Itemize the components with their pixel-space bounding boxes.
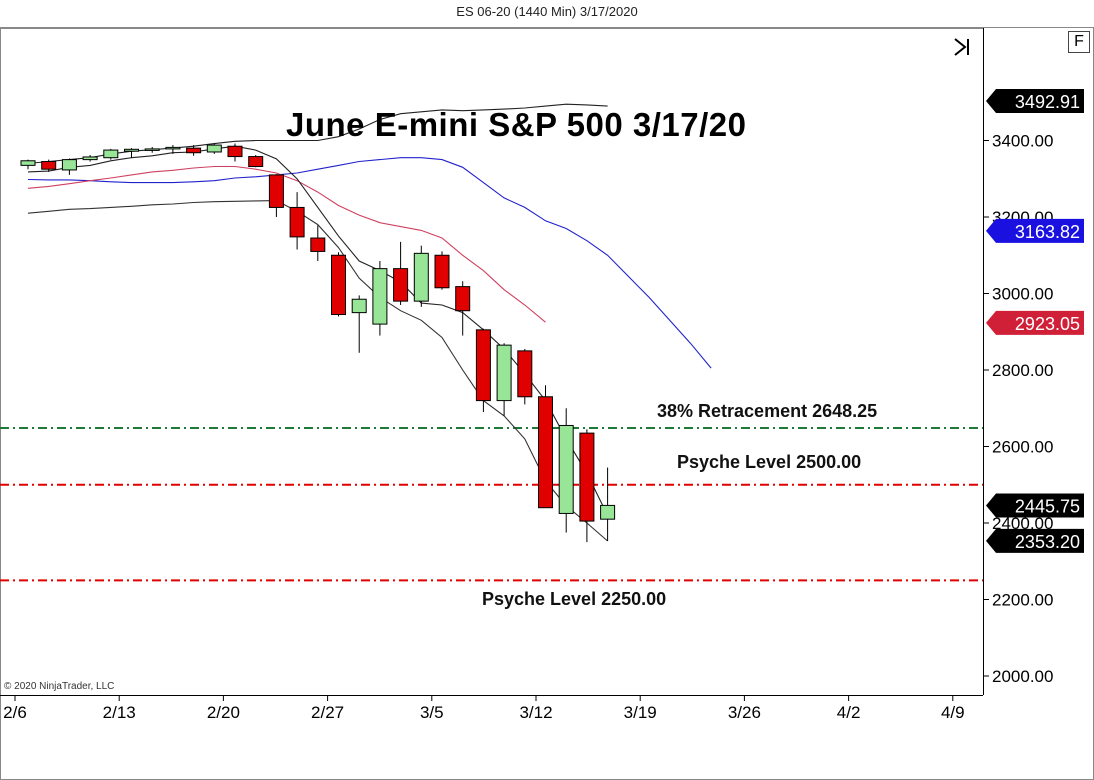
candle-body bbox=[20, 160, 36, 166]
price-tag bbox=[986, 89, 1084, 113]
x-tick-label: 4/9 bbox=[941, 703, 965, 722]
price-tag-label: 3163.82 bbox=[1015, 222, 1080, 242]
candle-body bbox=[455, 286, 471, 312]
series-line-blue bbox=[27, 157, 712, 369]
candle-body bbox=[579, 432, 595, 522]
psyche-2250-label: Psyche Level 2250.00 bbox=[482, 589, 667, 609]
y-tick-label: 3400.00 bbox=[992, 132, 1053, 151]
copyright-text: © 2020 NinjaTrader, LLC bbox=[4, 681, 115, 692]
y-tick-label: 3000.00 bbox=[992, 285, 1053, 304]
price-tag-label: 2923.05 bbox=[1015, 314, 1080, 334]
candle-body bbox=[268, 174, 284, 208]
x-tick-label: 2/13 bbox=[103, 703, 136, 722]
candle-body bbox=[310, 237, 326, 252]
candle-body bbox=[61, 159, 77, 171]
scroll-to-end-icon[interactable] bbox=[951, 36, 975, 58]
y-tick-label: 2400.00 bbox=[992, 514, 1053, 533]
candle-body bbox=[227, 145, 243, 158]
candle-body bbox=[248, 156, 264, 168]
x-tick-label: 2/27 bbox=[311, 703, 344, 722]
candle-body bbox=[331, 254, 346, 316]
price-tag-label: 2445.75 bbox=[1015, 497, 1080, 517]
x-tick-label: 2/20 bbox=[207, 703, 240, 722]
window-title: ES 06-20 (1440 Min) 3/17/2020 bbox=[456, 4, 638, 19]
candle-body bbox=[144, 148, 160, 151]
price-tag-label: 2353.20 bbox=[1015, 532, 1080, 552]
candle-body bbox=[372, 268, 388, 325]
candle-body bbox=[82, 156, 98, 161]
x-tick-label: 4/2 bbox=[837, 703, 861, 722]
y-tick-label: 2600.00 bbox=[992, 438, 1053, 457]
candle-body bbox=[393, 268, 409, 302]
series-line-upper bbox=[27, 103, 608, 165]
x-tick-label: 3/12 bbox=[519, 703, 552, 722]
candle-body bbox=[496, 344, 512, 402]
candle-body bbox=[351, 298, 367, 314]
price-tag bbox=[986, 528, 1084, 553]
candle-body bbox=[413, 252, 429, 302]
candle-body bbox=[600, 504, 616, 520]
candle-body bbox=[165, 146, 181, 150]
candle-body bbox=[186, 147, 202, 154]
x-tick-label: 3/19 bbox=[624, 703, 657, 722]
price-tag bbox=[986, 310, 1084, 335]
price-tag-label: 3492.91 bbox=[1015, 92, 1080, 112]
candle-body bbox=[538, 396, 553, 509]
y-tick-label: 2000.00 bbox=[992, 667, 1053, 686]
y-tick-label: 2200.00 bbox=[992, 591, 1053, 610]
price-tag bbox=[986, 493, 1084, 518]
candle-body bbox=[517, 350, 533, 398]
y-tick-label: 2800.00 bbox=[992, 361, 1053, 380]
series-line-lower bbox=[27, 200, 608, 542]
price-tag bbox=[986, 218, 1084, 243]
candle-body bbox=[124, 148, 139, 152]
candle-body bbox=[41, 161, 57, 170]
candle-body bbox=[103, 149, 119, 159]
x-tick-label: 3/5 bbox=[420, 703, 444, 722]
candle-body bbox=[434, 254, 450, 289]
candle-body bbox=[289, 206, 305, 238]
candle-body bbox=[475, 329, 491, 402]
chart-heading: June E-mini S&P 500 3/17/20 bbox=[286, 106, 747, 143]
candle-body bbox=[558, 424, 574, 514]
candle-body bbox=[206, 144, 222, 153]
f-button[interactable]: F bbox=[1068, 31, 1090, 53]
psyche-2500-label: Psyche Level 2500.00 bbox=[677, 452, 862, 472]
x-tick-label: 2/6 bbox=[3, 703, 27, 722]
retracement-label: 38% Retracement 2648.25 bbox=[657, 401, 878, 421]
x-tick-label: 3/26 bbox=[728, 703, 761, 722]
series-line-red bbox=[27, 165, 546, 323]
